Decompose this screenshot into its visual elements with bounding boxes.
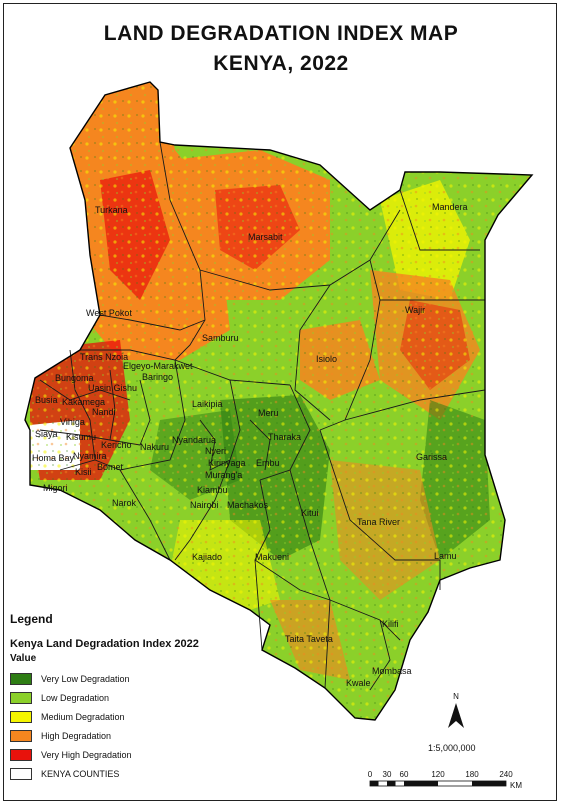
- label-trans-nzoia: Trans Nzoia: [80, 352, 128, 362]
- legend-item-high: High Degradation: [10, 726, 270, 745]
- label-lamu: Lamu: [434, 551, 457, 561]
- legend-swatch: [10, 748, 32, 761]
- map-title: LAND DEGRADATION INDEX MAP: [103, 22, 459, 45]
- label-marsabit: Marsabit: [248, 232, 283, 242]
- legend-swatch: [10, 767, 32, 780]
- scale-tick: 0: [368, 770, 373, 779]
- label-nyamira: Nyamira: [73, 451, 107, 461]
- scale-ratio: 1:5,000,000: [428, 743, 476, 753]
- legend-layer-name: Kenya Land Degradation Index 2022: [10, 638, 199, 650]
- legend-item-label: Low Degradation: [41, 692, 110, 703]
- north-label: N: [453, 692, 459, 701]
- label-embu: Embu: [256, 458, 280, 468]
- label-baringo: Baringo: [142, 372, 173, 382]
- label-narok: Narok: [112, 498, 137, 508]
- scale-unit: KM: [510, 781, 522, 790]
- scale-tick: 180: [465, 770, 479, 779]
- label-meru: Meru: [258, 408, 279, 418]
- label-kilifi: Kilifi: [382, 619, 399, 629]
- legend-item-label: KENYA COUNTIES: [41, 768, 120, 779]
- label-migori: Migori: [43, 483, 68, 493]
- label-kisumu: Kisumu: [66, 432, 96, 442]
- map-frame: [3, 3, 557, 801]
- label-kwale: Kwale: [346, 678, 371, 688]
- label-makueni: Makueni: [255, 552, 289, 562]
- label-muranga: Murang'a: [205, 470, 242, 480]
- label-tharaka: Tharaka: [268, 432, 301, 442]
- legend-item-label: Medium Degradation: [41, 711, 125, 722]
- north-arrow-icon: N: [448, 692, 464, 728]
- label-laikipia: Laikipia: [192, 399, 223, 409]
- label-bungoma: Bungoma: [55, 373, 94, 383]
- label-nairobi: Nairobi: [190, 500, 219, 510]
- label-kajiado: Kajiado: [192, 552, 222, 562]
- scale-bar: 0 30 60 120 180 240 KM: [368, 770, 523, 790]
- legend-swatch: [10, 691, 32, 704]
- label-west-pokot: West Pokot: [86, 308, 132, 318]
- label-turkana: Turkana: [95, 205, 128, 215]
- label-uasin-gishu: Uasin Gishu: [88, 383, 137, 393]
- legend-item-label: High Degradation: [41, 730, 112, 741]
- label-taita-taveta: Taita Taveta: [285, 634, 333, 644]
- label-isiolo: Isiolo: [316, 354, 337, 364]
- label-mandera: Mandera: [432, 202, 468, 212]
- map-subtitle: KENYA, 2022: [213, 52, 349, 75]
- label-nyandarua: Nyandarua: [172, 435, 216, 445]
- label-samburu: Samburu: [202, 333, 239, 343]
- label-kirinyaga: Kirinyaga: [208, 458, 246, 468]
- legend-swatch: [10, 672, 32, 685]
- label-mombasa: Mombasa: [372, 666, 412, 676]
- label-busia: Busia: [35, 395, 58, 405]
- label-nyeri: Nyeri: [205, 446, 226, 456]
- legend-item-medium: Medium Degradation: [10, 707, 270, 726]
- legend-heading: Legend: [10, 612, 53, 626]
- legend-item-label: Very Low Degradation: [41, 673, 130, 684]
- scale-tick: 30: [383, 770, 392, 779]
- scale-tick: 120: [431, 770, 445, 779]
- legend-swatch: [10, 729, 32, 742]
- label-siaya: Siaya: [35, 429, 58, 439]
- label-kiambu: Kiambu: [197, 485, 228, 495]
- legend-item-low: Low Degradation: [10, 688, 270, 707]
- legend-item-very-high: Very High Degradation: [10, 745, 270, 764]
- label-kitui: Kitui: [301, 508, 319, 518]
- label-elgeyo-marakwet: Elgeyo-Marakwet: [123, 361, 193, 371]
- label-vihiga: Vihiga: [60, 417, 85, 427]
- legend-item-counties: KENYA COUNTIES: [10, 764, 270, 783]
- label-kisii: Kisii: [75, 467, 92, 477]
- label-machakos: Machakos: [227, 500, 269, 510]
- county-labels: Turkana Marsabit Mandera Wajir West Poko…: [32, 202, 468, 688]
- scale-tick: 240: [499, 770, 513, 779]
- legend: Legend Kenya Land Degradation Index 2022…: [10, 612, 270, 783]
- label-kakamega: Kakamega: [62, 397, 105, 407]
- label-wajir: Wajir: [405, 305, 425, 315]
- county-boundaries: [39, 141, 486, 691]
- legend-item-very-low: Very Low Degradation: [10, 669, 270, 688]
- label-kericho: Kericho: [101, 440, 132, 450]
- legend-value-label: Value: [10, 653, 37, 664]
- label-homa-bay: Homa Bay: [32, 453, 75, 463]
- label-nandi: Nandi: [92, 407, 116, 417]
- label-garissa: Garissa: [416, 452, 447, 462]
- label-bomet: Bomet: [97, 462, 124, 472]
- legend-swatch: [10, 710, 32, 723]
- scale-tick: 60: [400, 770, 409, 779]
- label-tana-river: Tana River: [357, 517, 400, 527]
- label-nakuru: Nakuru: [140, 442, 169, 452]
- legend-item-label: Very High Degradation: [41, 749, 132, 760]
